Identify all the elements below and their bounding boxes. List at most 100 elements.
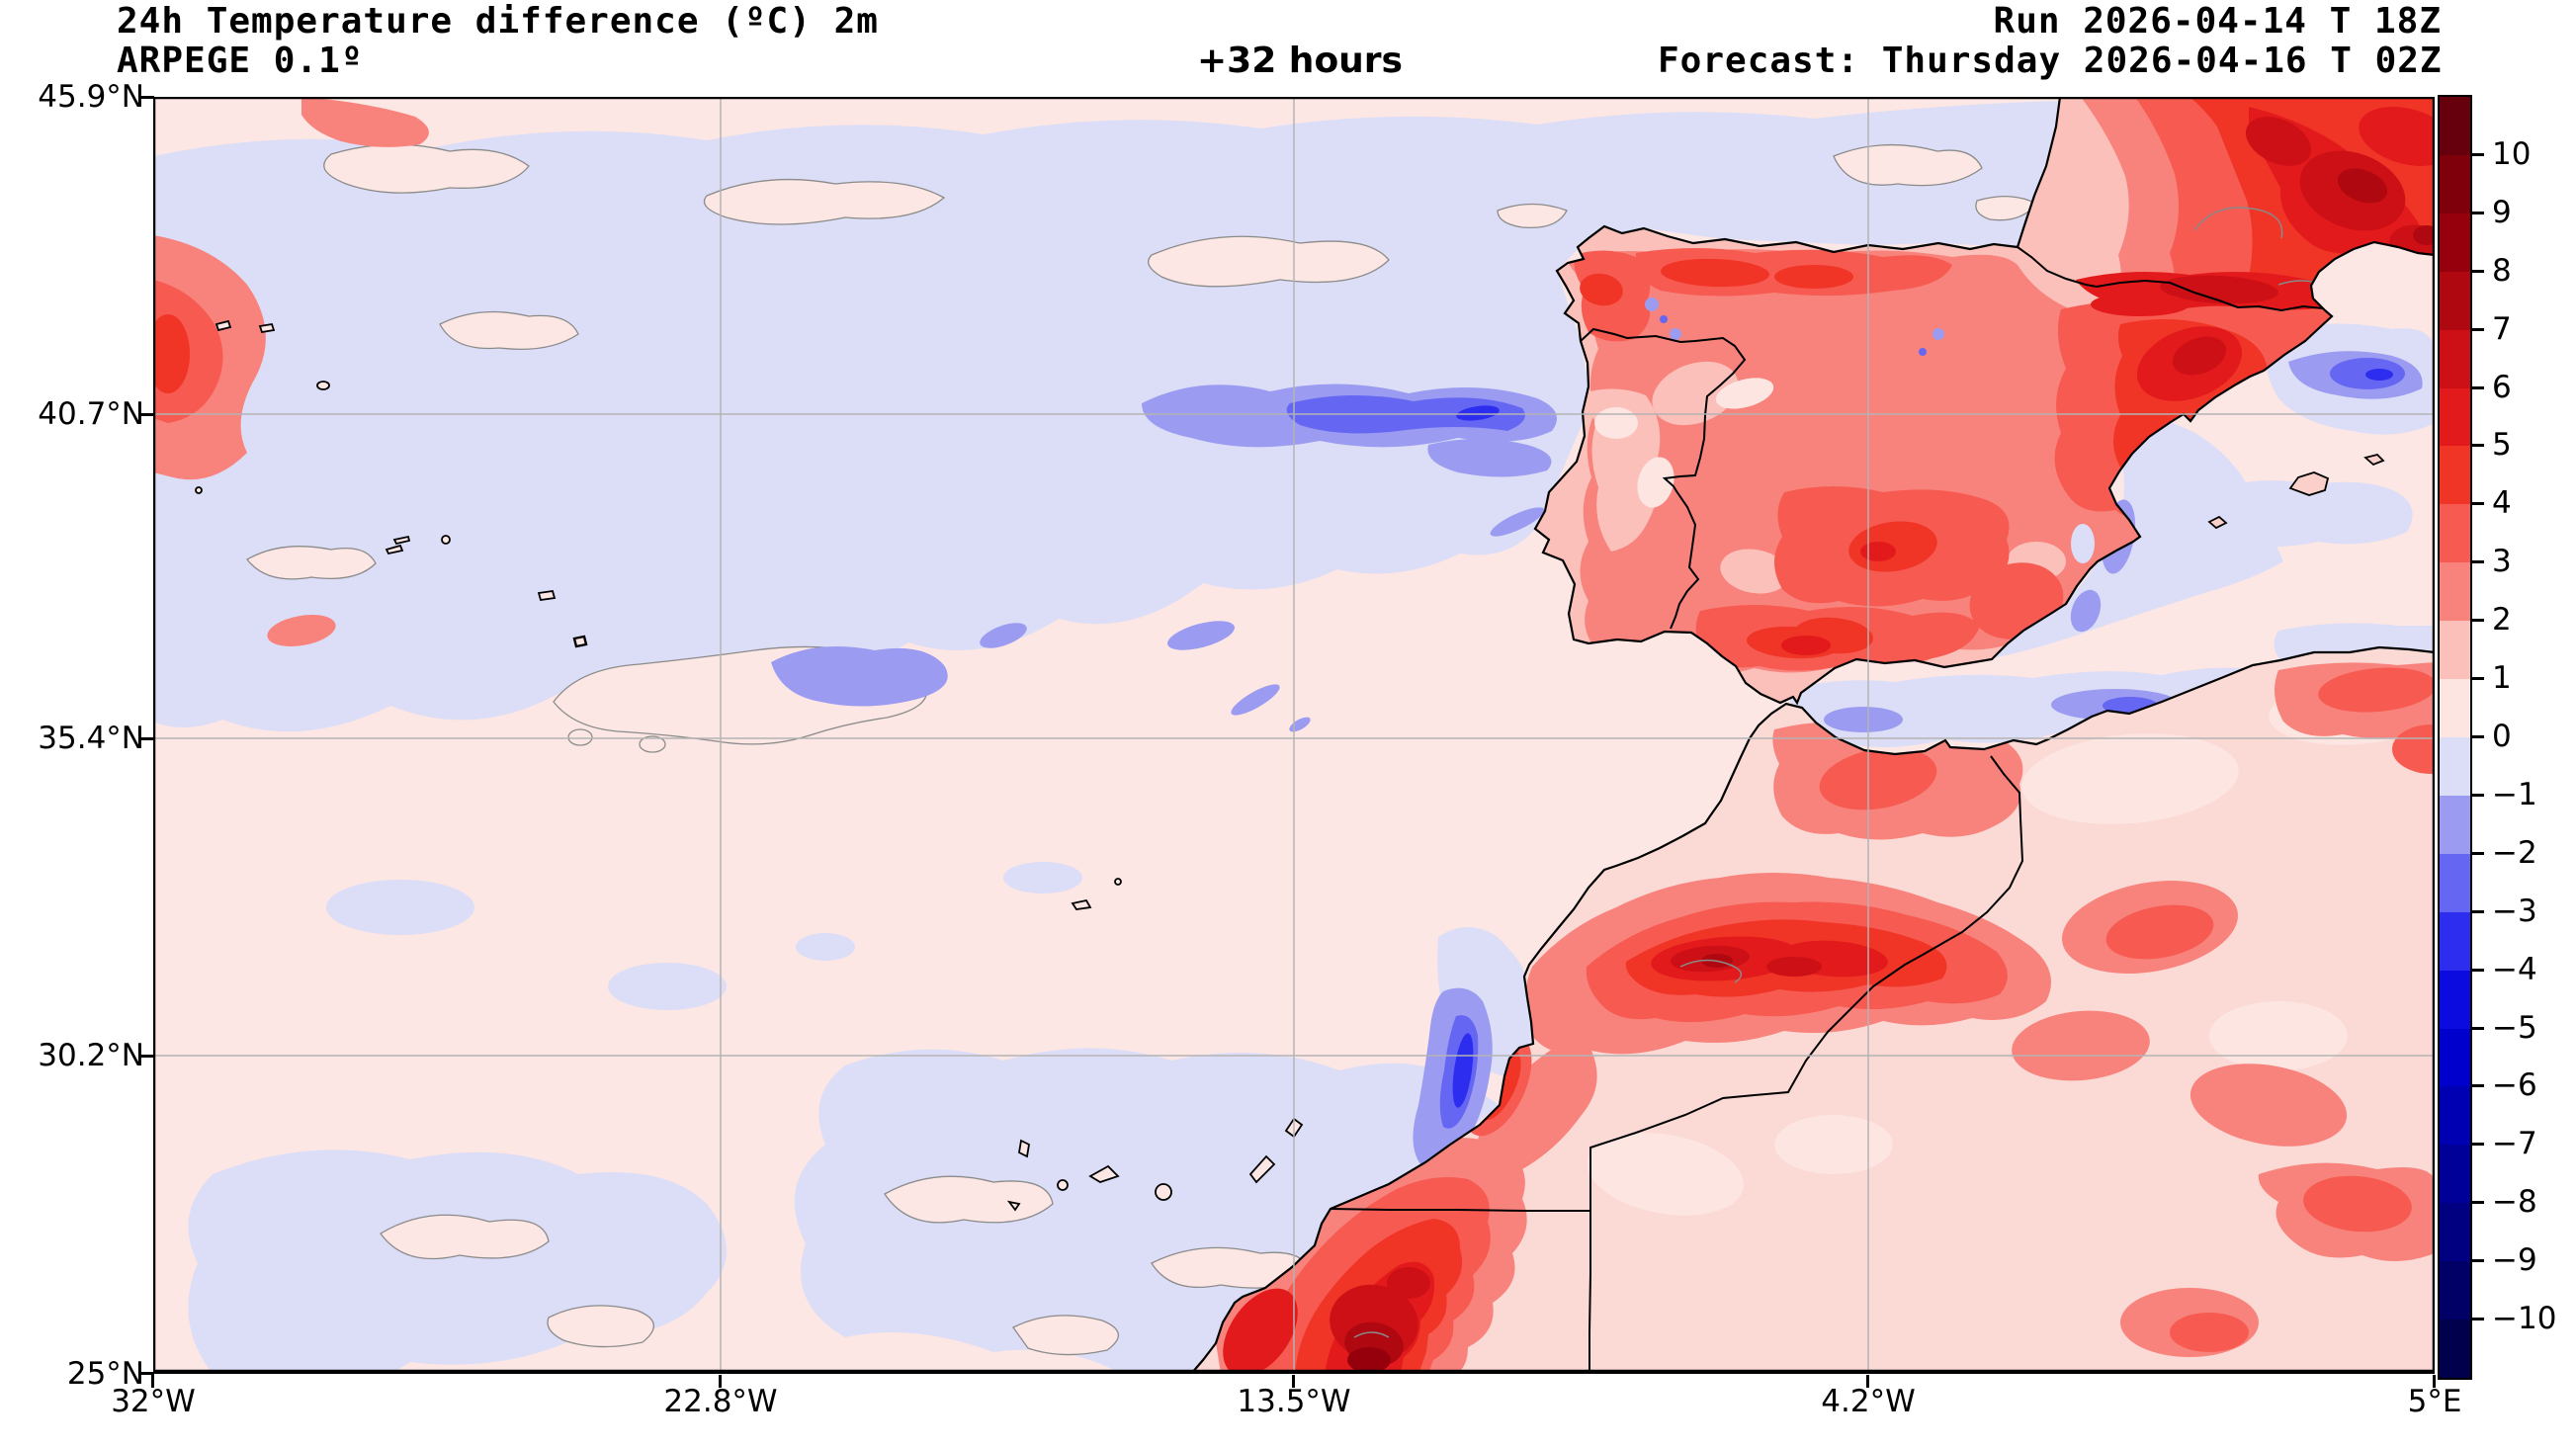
colorbar-tick-label: −1 [2492, 776, 2537, 812]
colorbar-segment [2440, 795, 2470, 854]
colorbar-tick [2470, 1026, 2484, 1030]
colorbar-tick-label: 6 [2492, 369, 2512, 405]
island-coastlines [195, 319, 2385, 1212]
colorbar-tick [2470, 385, 2484, 389]
x-axis-tick [719, 1375, 722, 1388]
colorbar-tick [2470, 968, 2484, 972]
colorbar-segment [2440, 213, 2470, 272]
colorbar-segment [2440, 387, 2470, 447]
colorbar-segment [2440, 1320, 2470, 1378]
colorbar-tick-label: −7 [2492, 1126, 2537, 1162]
colorbar-tick-label: 5 [2492, 427, 2512, 464]
x-axis-label: 32°W [111, 1384, 196, 1419]
colorbar-tick-label: −8 [2492, 1184, 2537, 1221]
colorbar-tick-label: 8 [2492, 252, 2512, 289]
colorbar-tick [2470, 1084, 2484, 1088]
x-axis-tick [2433, 1375, 2436, 1388]
colorbar-segment [2440, 271, 2470, 330]
temperature-difference-map [146, 96, 2442, 1385]
colorbar-segment [2440, 154, 2470, 213]
colorbar-tick-label: −9 [2492, 1242, 2537, 1279]
colorbar-segment [2440, 1145, 2470, 1204]
y-axis-label: 45.9°N [38, 79, 144, 115]
coastlines [1190, 96, 2436, 1375]
x-axis-tick [1292, 1375, 1295, 1388]
y-axis-tick [140, 1372, 154, 1375]
colorbar-segment [2440, 736, 2470, 796]
colorbar-segment [2440, 1028, 2470, 1087]
x-axis-label: 4.2°W [1821, 1384, 1916, 1419]
colorbar-tick [2470, 735, 2484, 738]
x-axis-label: 22.8°W [663, 1384, 778, 1419]
colorbar-tick [2470, 793, 2484, 797]
y-axis-label: 25°N [66, 1356, 144, 1392]
colorbar-tick-label: 0 [2492, 719, 2512, 754]
forecast-label: Forecast: Thursday 2026-04-16 T 02Z [1658, 41, 2443, 81]
colorbar-tick-label: −4 [2492, 951, 2537, 987]
page-title: 24h Temperature difference (ºC) 2m [117, 1, 879, 42]
colorbar-tick [2470, 327, 2484, 331]
colorbar-tick [2470, 619, 2484, 623]
colorbar-segment [2440, 1086, 2470, 1146]
y-axis-label: 30.2°N [38, 1038, 144, 1073]
x-axis-label: 13.5°W [1237, 1384, 1351, 1419]
y-axis-tick [140, 737, 154, 740]
colorbar-tick-label: 9 [2492, 194, 2512, 230]
colorbar-segment [2440, 853, 2470, 912]
colorbar-tick [2470, 1259, 2484, 1263]
colorbar-segment [2440, 1203, 2470, 1262]
y-axis-label: 35.4°N [38, 721, 144, 756]
colorbar-tick-label: −2 [2492, 834, 2537, 871]
coastline-north-africa [1190, 645, 2436, 1375]
colorbar-tick [2470, 1318, 2484, 1321]
colorbar-segments [2438, 95, 2472, 1380]
y-axis-label: 40.7°N [38, 396, 144, 432]
colorbar-tick-label: −6 [2492, 1067, 2537, 1104]
colorbar-tick-label: 10 [2492, 135, 2532, 172]
country-borders [1330, 246, 2324, 1374]
colorbar-tick [2470, 851, 2484, 855]
colorbar-tick-label: 1 [2492, 660, 2512, 697]
coastline-iberia-france [1533, 96, 2436, 706]
colorbar-segment [2440, 679, 2470, 737]
colorbar-tick [2470, 1143, 2484, 1147]
colorbar-segment [2440, 446, 2470, 505]
colorbar-segment [2440, 329, 2470, 388]
colorbar-tick [2470, 560, 2484, 564]
colorbar-tick [2470, 269, 2484, 273]
africa-temperature-field [1191, 647, 2435, 1374]
x-axis-tick [1866, 1375, 1869, 1388]
y-axis-tick [140, 96, 154, 99]
colorbar-segment [2440, 970, 2470, 1029]
zero-contour-pink-blobs [246, 143, 2037, 1356]
graticule-gridlines [153, 97, 2435, 1374]
colorbar-tick-label: 2 [2492, 602, 2512, 639]
colorbar-tick-label: 4 [2492, 485, 2512, 522]
colorbar-tick [2470, 909, 2484, 913]
colorbar-segment [2440, 1261, 2470, 1320]
colorbar-tick [2470, 502, 2484, 506]
run-label: Run 2026-04-14 T 18Z [1993, 1, 2442, 42]
y-axis-tick [140, 413, 154, 416]
lead-time-label: +32 hours [1197, 41, 1403, 81]
colorbar-tick-label: 7 [2492, 310, 2512, 347]
model-label: ARPEGE 0.1º [117, 41, 364, 81]
colorbar-tick-label: −3 [2492, 893, 2537, 929]
y-axis-tick [140, 1055, 154, 1058]
colorbar-segment [2440, 621, 2470, 680]
colorbar-tick [2470, 1201, 2484, 1205]
colorbar-tick-label: −10 [2492, 1301, 2557, 1337]
atlantic-warm-anomaly-blob [146, 97, 429, 646]
colorbar-tick-label: 3 [2492, 544, 2512, 580]
map-canvas [146, 96, 2442, 1385]
colorbar-segment [2440, 562, 2470, 622]
x-axis-tick [151, 1375, 154, 1388]
colorbar-tick [2470, 211, 2484, 214]
colorbar-segment [2440, 97, 2470, 155]
x-axis-label: 5°E [2407, 1384, 2462, 1419]
colorbar-segment [2440, 911, 2470, 971]
colorbar-tick [2470, 677, 2484, 681]
colorbar-tick [2470, 152, 2484, 156]
colorbar-tick [2470, 444, 2484, 448]
